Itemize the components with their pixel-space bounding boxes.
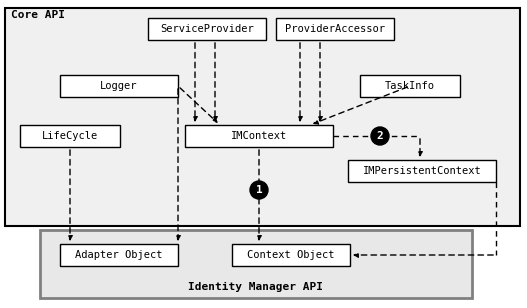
Bar: [40, 230, 472, 298]
Bar: [148, 18, 266, 40]
Circle shape: [250, 181, 268, 199]
Text: IMContext: IMContext: [231, 131, 287, 141]
Text: Logger: Logger: [100, 81, 138, 91]
Bar: [276, 18, 394, 40]
Bar: [60, 244, 178, 266]
Text: ProviderAccessor: ProviderAccessor: [285, 24, 385, 34]
Bar: [5, 8, 520, 226]
Text: ServiceProvider: ServiceProvider: [160, 24, 254, 34]
Text: Core API: Core API: [11, 10, 65, 20]
Bar: [232, 244, 350, 266]
Text: Identity Manager API: Identity Manager API: [189, 282, 324, 292]
Text: IMPersistentContext: IMPersistentContext: [363, 166, 481, 176]
Circle shape: [371, 127, 389, 145]
Bar: [360, 75, 460, 97]
Bar: [60, 75, 178, 97]
Text: Context Object: Context Object: [247, 250, 335, 260]
Bar: [185, 125, 333, 147]
Text: LifeCycle: LifeCycle: [42, 131, 98, 141]
Bar: [348, 160, 496, 182]
Text: 1: 1: [256, 185, 262, 195]
Text: Adapter Object: Adapter Object: [75, 250, 163, 260]
Text: TaskInfo: TaskInfo: [385, 81, 435, 91]
Bar: [20, 125, 120, 147]
Text: 2: 2: [377, 131, 383, 141]
